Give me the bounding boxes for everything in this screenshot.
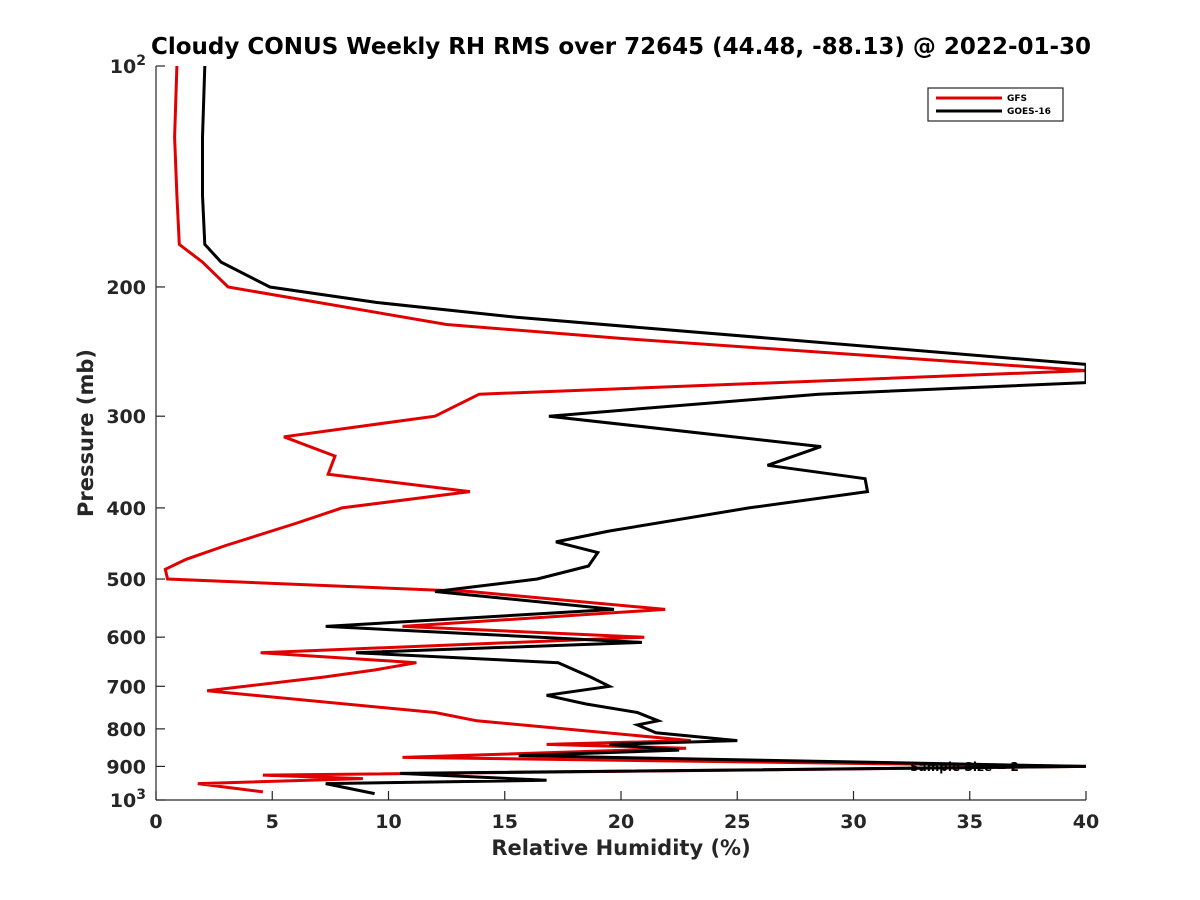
- y-tick-label: 102: [110, 53, 146, 78]
- legend-label: GFS: [1007, 94, 1027, 104]
- y-tick-label: 800: [106, 719, 146, 741]
- y-tick-label: 200: [106, 277, 146, 299]
- y-tick-label: 400: [106, 498, 146, 520]
- plot-area: 0 5 10 15 20 25 30 35 40 102 200 300 400 500 600 700 80…: [106, 53, 1099, 833]
- legend-entries: GFS GOES-16: [936, 94, 1051, 117]
- y-tick-label: 103: [110, 787, 146, 812]
- x-tick-label: 5: [266, 811, 279, 833]
- y-axis-title: Pressure (mb): [74, 349, 98, 517]
- legend-box: [927, 87, 1064, 122]
- y-tick-label: 700: [106, 676, 146, 698]
- x-tick-label: 15: [492, 811, 518, 833]
- sample-size-annotation: Sample Size = 2: [910, 760, 1019, 774]
- x-tick-label: 30: [840, 811, 866, 833]
- legend-label: GOES-16: [1007, 107, 1051, 117]
- x-tick-label: 35: [957, 811, 983, 833]
- chart-title: Cloudy CONUS Weekly RH RMS over 72645 (4…: [151, 34, 1091, 60]
- y-axis-ticks: 102 200 300 400 500 600 700 800 900 103: [106, 53, 165, 812]
- y-tick-label: 900: [106, 756, 146, 778]
- x-tick-label: 0: [149, 811, 162, 833]
- series-layer: [163, 66, 1086, 796]
- x-tick-label: 25: [724, 811, 750, 833]
- series-line-gfs: [163, 66, 1086, 794]
- series-line-goes-16: [201, 66, 1086, 796]
- y-tick-label: 600: [106, 627, 146, 649]
- y-tick-label: 300: [106, 406, 146, 428]
- x-tick-label: 10: [375, 811, 401, 833]
- x-tick-label: 20: [608, 811, 634, 833]
- x-axis-ticks: 0 5 10 15 20 25 30 35 40: [149, 791, 1099, 833]
- x-axis-title: Relative Humidity (%): [491, 836, 750, 860]
- y-tick-label: 500: [106, 569, 146, 591]
- x-tick-label: 40: [1073, 811, 1099, 833]
- legend: GFS GOES-16: [927, 87, 1064, 122]
